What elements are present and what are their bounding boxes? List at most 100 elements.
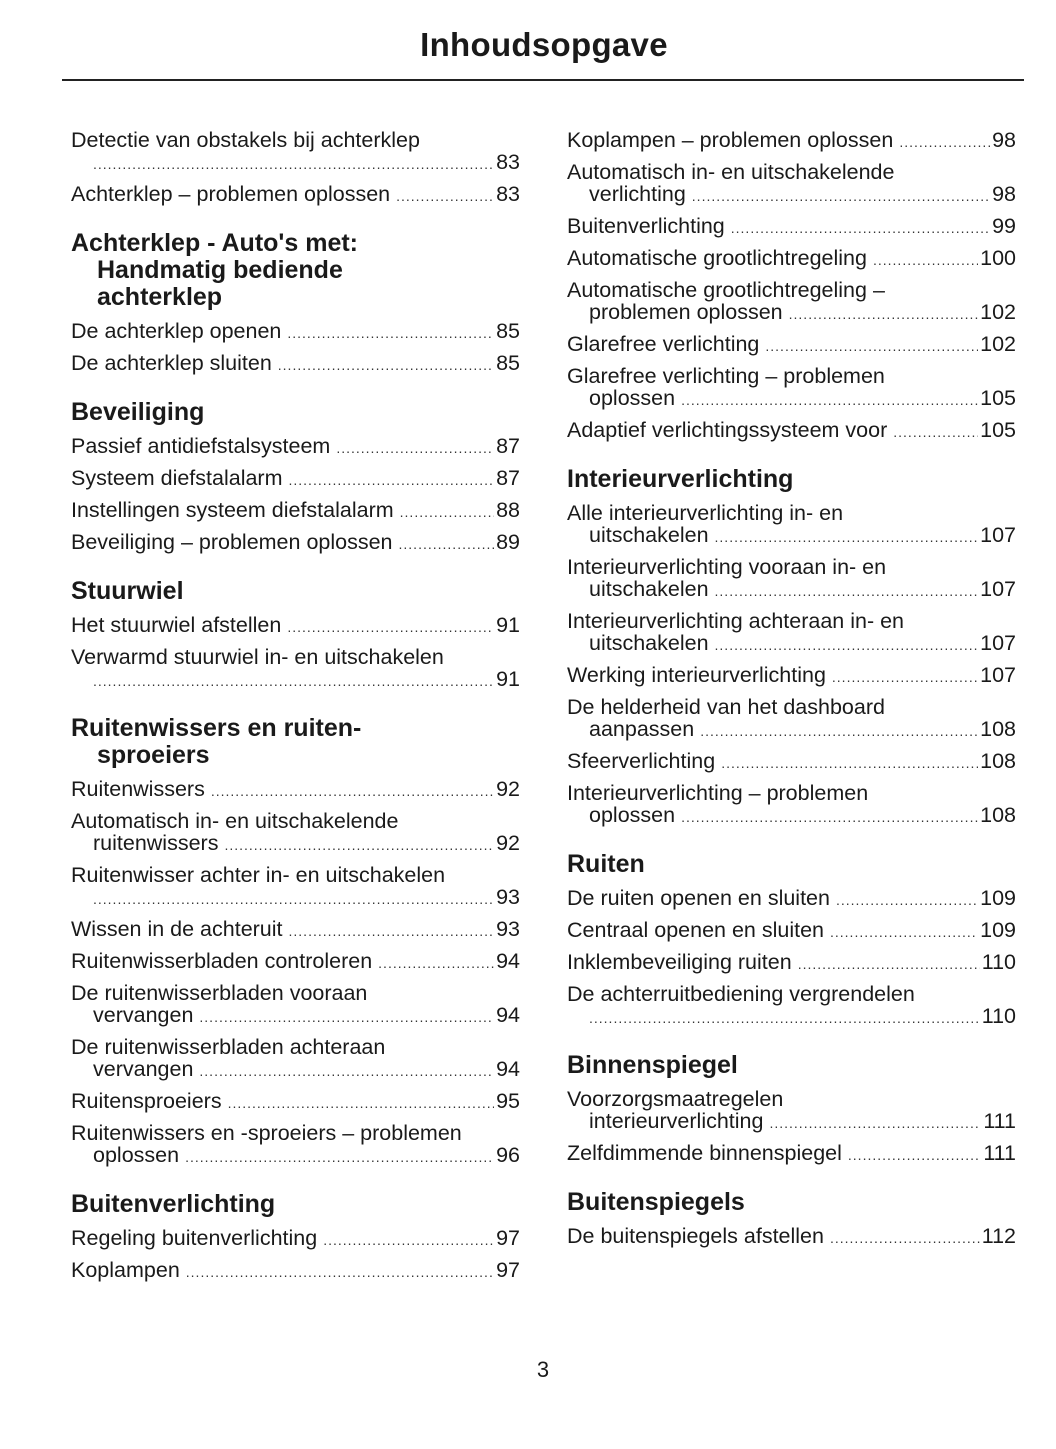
toc-entry-title: De achterruitbediening vergrendelen <box>567 982 915 1006</box>
dot-leader <box>289 918 495 942</box>
toc-entry-title: Instellingen systeem diefstalalarm <box>71 498 394 522</box>
toc-entry-page: 108 <box>980 749 1016 773</box>
toc-entry-title: Het stuurwiel afstellen <box>71 613 282 637</box>
toc-entry[interactable]: De ruiten openen en sluiten 109 <box>567 887 1016 911</box>
toc-entry-page: 93 <box>496 917 520 941</box>
toc-entry[interactable]: De buitenspiegels afstellen 112 <box>567 1225 1016 1249</box>
toc-entry[interactable]: Wissen in de achteruit 93 <box>71 918 520 942</box>
toc-entry[interactable]: De ruitenwisserbladen achteraan vervangen… <box>71 1036 520 1082</box>
toc-entry[interactable]: Ruitenwisserbladen controleren 94 <box>71 950 520 974</box>
title-divider <box>62 79 1024 81</box>
toc-entry[interactable]: Werking interieurverlichting 107 <box>567 664 1016 688</box>
section-heading-line: Buitenspiegels <box>567 1188 745 1216</box>
dot-leader <box>899 129 990 153</box>
toc-entry-line: Voorzorgsmaatregelen <box>567 1088 1016 1110</box>
toc-entry-title-cont: interieurverlichting <box>589 1109 764 1133</box>
dot-leader <box>323 1227 494 1251</box>
toc-entry-title: De achterklep sluiten <box>71 351 272 375</box>
toc-entry-line: De ruitenwisserbladen achteraan <box>71 1036 520 1058</box>
toc-entry-page: 107 <box>980 577 1016 601</box>
toc-entry-title: Glarefree verlichting <box>567 332 760 356</box>
toc-entry[interactable]: Ruitensproeiers 95 <box>71 1090 520 1114</box>
toc-entry-title: Wissen in de achteruit <box>71 917 283 941</box>
toc-entry[interactable]: Beveiliging – problemen oplossen 89 <box>71 531 520 555</box>
toc-entry[interactable]: Adaptief verlichtingssysteem voor 105 <box>567 419 1016 443</box>
toc-entry-line: Ruitenwisserbladen controleren 94 <box>71 950 520 974</box>
dot-leader <box>830 919 978 943</box>
dot-leader <box>830 1225 980 1249</box>
toc-entry-title: Werking interieurverlichting <box>567 663 826 687</box>
section-heading: Binnenspiegel <box>567 1052 1016 1079</box>
toc-entry[interactable]: Interieurverlichting achteraan in- en uit… <box>567 610 1016 656</box>
toc-entry-title: Detectie van obstakels bij achterklep <box>71 128 420 152</box>
toc-entry[interactable]: Ruitenwisser achter in- en uitschakelen 9… <box>71 864 520 910</box>
toc-entry[interactable]: Glarefree verlichting – problemen oplosse… <box>567 365 1016 411</box>
section-heading: Stuurwiel <box>71 578 520 605</box>
toc-entry-line: Automatische grootlichtregeling 100 <box>567 247 1016 271</box>
toc-entry[interactable]: Regeling buitenverlichting 97 <box>71 1227 520 1251</box>
toc-entry-continuation: oplossen 105 <box>567 387 1016 411</box>
toc-entry[interactable]: De achterklep openen 85 <box>71 320 520 344</box>
toc-entry-line: Interieurverlichting achteraan in- en <box>567 610 1016 632</box>
toc-entry-line: Sfeerverlichting 108 <box>567 750 1016 774</box>
toc-entry-page: 85 <box>496 319 520 343</box>
toc-entry[interactable]: Detectie van obstakels bij achterklep 83 <box>71 129 520 175</box>
toc-entry[interactable]: Sfeerverlichting 108 <box>567 750 1016 774</box>
toc-entry[interactable]: Interieurverlichting – problemen oplossen… <box>567 782 1016 828</box>
dot-leader <box>186 1259 494 1283</box>
toc-entry-title-cont: oplossen <box>589 386 676 410</box>
toc-entry[interactable]: Buitenverlichting 99 <box>567 215 1016 239</box>
toc-entry[interactable]: Ruitenwissers 92 <box>71 778 520 802</box>
toc-entry[interactable]: Passief antidiefstalsysteem 87 <box>71 435 520 459</box>
toc-entry[interactable]: Systeem diefstalalarm 87 <box>71 467 520 491</box>
toc-entry[interactable]: Voorzorgsmaatregelen interieurverlichting… <box>567 1088 1016 1134</box>
toc-entry[interactable]: De helderheid van het dashboard aanpassen… <box>567 696 1016 742</box>
toc-entry-title: Voorzorgsmaatregelen <box>567 1087 784 1111</box>
toc-entry-page: 102 <box>980 332 1016 356</box>
toc-entry[interactable]: Alle interieurverlichting in- en uitschak… <box>567 502 1016 548</box>
toc-entry[interactable]: Automatische grootlichtregeling – problem… <box>567 279 1016 325</box>
toc-entry-line: De achterruitbediening vergrendelen <box>567 983 1016 1005</box>
dot-leader <box>715 632 979 656</box>
toc-entry[interactable]: Zelfdimmende binnenspiegel 111 <box>567 1142 1016 1166</box>
toc-entry-title: Ruitenwisserbladen controleren <box>71 949 373 973</box>
toc-entry-page: 95 <box>496 1089 520 1113</box>
section-heading-line: Beveiliging <box>71 398 205 426</box>
toc-entry[interactable]: Instellingen systeem diefstalalarm 88 <box>71 499 520 523</box>
toc-entry[interactable]: Interieurverlichting vooraan in- en uitsc… <box>567 556 1016 602</box>
toc-entry-line: Systeem diefstalalarm 87 <box>71 467 520 491</box>
section-heading: Ruiten <box>567 851 1016 878</box>
toc-entry[interactable]: Achterklep – problemen oplossen 83 <box>71 183 520 207</box>
toc-entry-title: De helderheid van het dashboard <box>567 695 885 719</box>
toc-entry-line: Alle interieurverlichting in- en <box>567 502 1016 524</box>
dot-leader <box>289 467 495 491</box>
toc-entry[interactable]: Koplampen – problemen oplossen 98 <box>567 129 1016 153</box>
toc-entry-page: 87 <box>496 466 520 490</box>
toc-entry[interactable]: Koplampen 97 <box>71 1259 520 1283</box>
toc-entry[interactable]: Automatisch in- en uitschakelende verlich… <box>567 161 1016 207</box>
toc-entry[interactable]: Centraal openen en sluiten 109 <box>567 919 1016 943</box>
toc-entry[interactable]: Automatische grootlichtregeling 100 <box>567 247 1016 271</box>
toc-entry-title: Ruitensproeiers <box>71 1089 222 1113</box>
toc-entry-page: 111 <box>983 1109 1016 1133</box>
toc-entry-line: Inklembeveiliging ruiten 110 <box>567 951 1016 975</box>
toc-entry[interactable]: Glarefree verlichting 102 <box>567 333 1016 357</box>
dot-leader <box>893 419 978 443</box>
toc-entry[interactable]: Ruitenwissers en -sproeiers – problemen o… <box>71 1122 520 1168</box>
section-heading-line: Binnenspiegel <box>567 1051 738 1079</box>
toc-entry-line: De buitenspiegels afstellen 112 <box>567 1225 1016 1249</box>
toc-entry-page: 109 <box>980 918 1016 942</box>
toc-entry[interactable]: De achterklep sluiten 85 <box>71 352 520 376</box>
toc-entry-page: 109 <box>980 886 1016 910</box>
toc-entry[interactable]: De achterruitbediening vergrendelen 110 <box>567 983 1016 1029</box>
toc-entry[interactable]: Verwarmd stuurwiel in- en uitschakelen 91 <box>71 646 520 692</box>
toc-entry-line: Passief antidiefstalsysteem 87 <box>71 435 520 459</box>
toc-entry-continuation: 83 <box>71 151 520 175</box>
toc-entry[interactable]: Het stuurwiel afstellen 91 <box>71 614 520 638</box>
toc-entry-line: Interieurverlichting vooraan in- en <box>567 556 1016 578</box>
toc-entry[interactable]: Automatisch in- en uitschakelende ruitenw… <box>71 810 520 856</box>
toc-entry-page: 105 <box>980 386 1016 410</box>
section-heading-line: Ruiten <box>567 850 645 878</box>
toc-entry[interactable]: Inklembeveiliging ruiten 110 <box>567 951 1016 975</box>
